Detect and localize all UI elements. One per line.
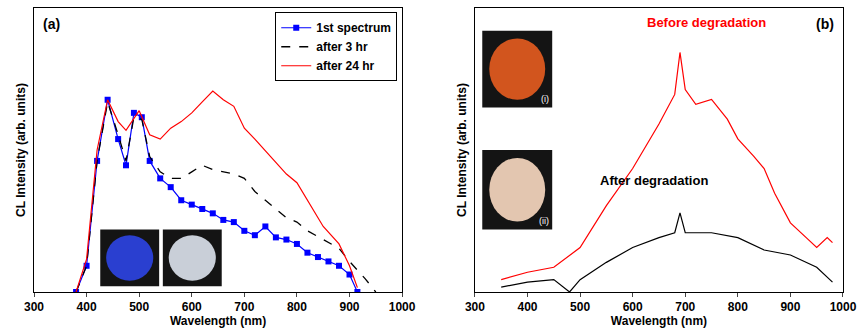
svg-text:300: 300 xyxy=(24,300,44,314)
svg-text:400: 400 xyxy=(77,300,97,314)
svg-text:Wavelength (nm): Wavelength (nm) xyxy=(611,314,707,328)
svg-text:(b): (b) xyxy=(816,16,834,32)
svg-text:800: 800 xyxy=(287,300,307,314)
svg-text:700: 700 xyxy=(234,300,254,314)
svg-text:500: 500 xyxy=(129,300,149,314)
svg-text:(a): (a) xyxy=(43,16,60,32)
svg-text:800: 800 xyxy=(728,300,748,314)
svg-text:CL Intensity (arb. units): CL Intensity (arb. units) xyxy=(14,83,28,217)
svg-text:after 3 hr: after 3 hr xyxy=(316,40,368,54)
svg-text:700: 700 xyxy=(675,300,695,314)
svg-text:(ii): (ii) xyxy=(539,216,549,226)
svg-text:Before degradation: Before degradation xyxy=(647,15,766,30)
svg-text:after 24 hr: after 24 hr xyxy=(316,59,374,73)
svg-text:(i): (i) xyxy=(541,94,549,104)
svg-text:900: 900 xyxy=(339,300,359,314)
svg-text:600: 600 xyxy=(623,300,643,314)
svg-text:1st spectrum: 1st spectrum xyxy=(316,21,391,35)
svg-text:500: 500 xyxy=(570,300,590,314)
svg-text:300: 300 xyxy=(465,300,485,314)
svg-text:400: 400 xyxy=(517,300,537,314)
svg-text:CL Intensity (arb. units): CL Intensity (arb. units) xyxy=(455,83,469,217)
svg-text:600: 600 xyxy=(182,300,202,314)
svg-text:Wavelength (nm): Wavelength (nm) xyxy=(170,314,266,328)
svg-text:After degradation: After degradation xyxy=(600,173,708,188)
svg-text:1000: 1000 xyxy=(830,300,857,314)
svg-text:1000: 1000 xyxy=(389,300,416,314)
svg-text:900: 900 xyxy=(780,300,800,314)
